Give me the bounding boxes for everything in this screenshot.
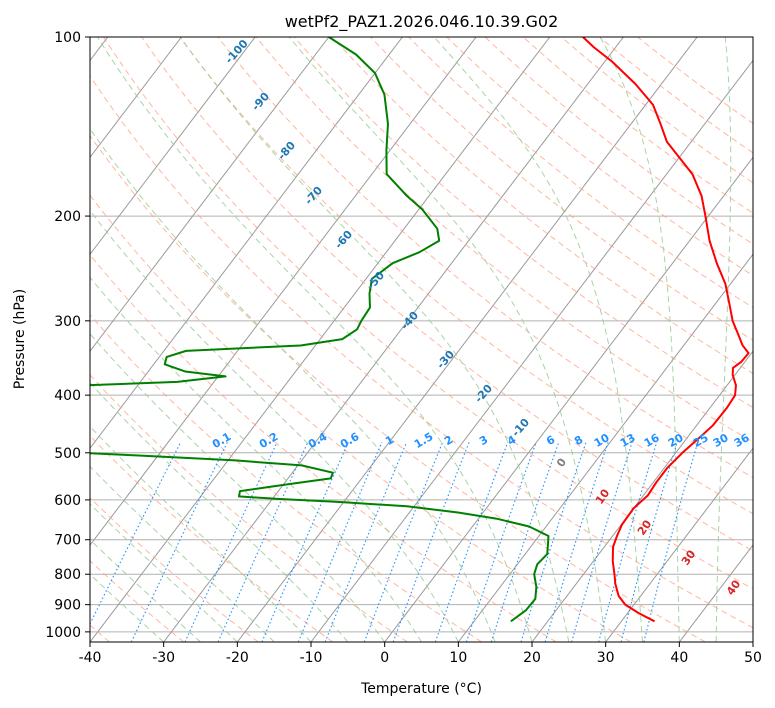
x-tick-label: 30	[597, 650, 615, 666]
y-tick-label: 100	[54, 30, 81, 46]
moist-adiabat-line	[90, 127, 496, 642]
mixing-ratio-line	[520, 442, 587, 642]
mixing-ratio-line	[217, 442, 309, 642]
isotherm-line	[90, 37, 477, 546]
moist-adiabat-line	[90, 209, 459, 642]
dry-adiabat-line	[484, 37, 753, 245]
dry-adiabat-line	[370, 37, 753, 341]
x-tick-label: 0	[380, 650, 389, 666]
moist-adiabat-line	[288, 37, 607, 642]
chart-title: wetPf2_PAZ1.2026.046.10.39.G02	[285, 12, 559, 32]
x-tick-label: -40	[79, 650, 102, 666]
moist-adiabat-line	[715, 37, 732, 642]
dry-adiabat-line	[90, 75, 753, 629]
y-tick-label: 300	[54, 314, 81, 330]
moist-adiabat-line	[433, 37, 643, 642]
dry-adiabat-line	[446, 37, 753, 277]
moist-adiabat-line	[179, 37, 570, 642]
y-tick-label: 400	[54, 388, 81, 404]
moist-adiabat-line	[90, 465, 275, 642]
dry-adiabat-line	[90, 134, 706, 642]
mixing-ratio-line	[490, 442, 560, 642]
dry-adiabat-line	[179, 37, 753, 515]
mixing-ratio-line	[544, 442, 609, 642]
isotherm-line	[384, 156, 753, 642]
moist-adiabat-line	[90, 333, 386, 642]
dry-adiabat-line	[141, 37, 753, 552]
y-tick-label: 800	[54, 567, 81, 583]
isotherm-line	[90, 37, 256, 256]
y-tick-label: 500	[54, 446, 81, 462]
temperature-line	[582, 37, 750, 623]
dry-adiabat-line	[90, 374, 408, 642]
mixing-ratio-line	[571, 442, 633, 642]
moist-adiabat-line	[90, 425, 312, 642]
isotherm-line	[605, 447, 753, 642]
moist-adiabat-line	[90, 276, 422, 642]
mixing-ratio-line	[392, 442, 470, 642]
dry-adiabat-line	[293, 37, 753, 409]
mixing-ratio-line	[598, 442, 658, 642]
plot-background	[90, 37, 753, 642]
isotherm-line	[457, 253, 753, 642]
moist-adiabat-line	[90, 503, 238, 642]
dewpoint-line	[90, 37, 550, 623]
isotherm-line	[90, 37, 330, 353]
y-tick-label: 700	[54, 533, 81, 549]
plot-frame	[89, 36, 754, 643]
mixing-ratio-line	[643, 442, 699, 642]
y-tick-label: 900	[54, 598, 81, 614]
isotherm-line	[90, 37, 403, 449]
x-tick-label: 50	[744, 650, 762, 666]
x-tick-label: 10	[449, 650, 467, 666]
moist-adiabat-line	[90, 538, 201, 642]
dry-adiabat-line	[90, 254, 557, 642]
isotherm-line	[752, 641, 753, 642]
moist-adiabat-line	[90, 573, 165, 642]
moist-adiabat-line	[97, 37, 533, 642]
dry-adiabat-line	[90, 435, 334, 642]
x-tick-label: -30	[152, 650, 175, 666]
x-tick-label: 40	[670, 650, 688, 666]
axes: -40 -30 -20 -10 0 10 20 30 40 50 100 200 300 400 500 60…	[45, 30, 762, 666]
isotherm-line	[90, 37, 551, 642]
isotherm-line	[90, 37, 182, 159]
isotherm-line	[236, 37, 698, 642]
mixing-ratio-line	[620, 442, 678, 642]
moist-adiabat-line	[752, 628, 753, 642]
dry-adiabat-line	[408, 37, 753, 309]
x-tick-label: 20	[523, 650, 541, 666]
x-tick-label: -20	[226, 650, 249, 666]
isotherm-line	[310, 59, 753, 642]
mixing-ratio-line	[363, 442, 444, 642]
y-tick-label: 200	[54, 209, 81, 225]
reference-lines	[90, 37, 753, 642]
mixing-ratio-line	[261, 442, 349, 642]
profile-lines	[90, 37, 750, 623]
dry-adiabat-line	[255, 37, 753, 443]
dry-adiabat-line	[90, 194, 632, 642]
moist-adiabat-line	[599, 37, 680, 642]
y-axis-title: Pressure (hPa)	[12, 289, 28, 389]
isotherm-line	[531, 350, 753, 642]
dry-adiabat-line	[332, 37, 753, 375]
dry-adiabat-line	[103, 37, 753, 590]
y-tick-label: 600	[54, 493, 81, 509]
x-axis-title: Temperature (°C)	[360, 681, 482, 697]
isotherm-line	[163, 37, 624, 642]
x-tick-label: -10	[300, 650, 323, 666]
y-tick-label: 1000	[45, 625, 81, 641]
